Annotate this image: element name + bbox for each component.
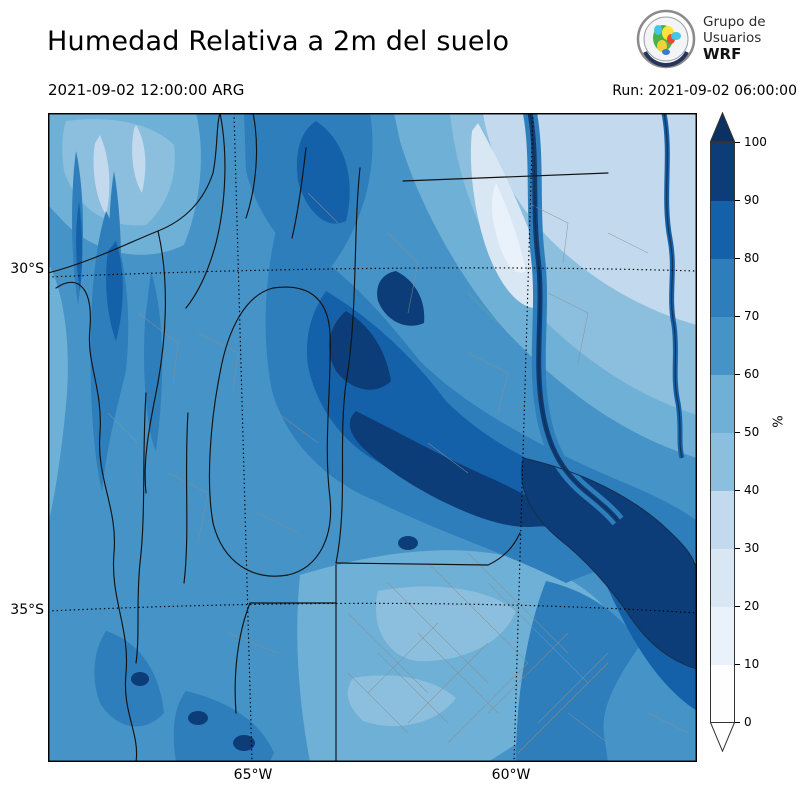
- colorbar-tick-label-10: 10: [744, 657, 760, 671]
- colorbar-tick-mark: [735, 663, 740, 665]
- colorbar-tick-label-60: 60: [744, 367, 760, 381]
- colorbar-tick-label-100: 100: [744, 135, 767, 149]
- colorbar-tick-mark: [735, 547, 740, 549]
- colorbar-tick-label-0: 0: [744, 715, 752, 729]
- colorbar-bin-20-30: [711, 549, 734, 607]
- rivers-and-coastline: [521, 113, 697, 670]
- colorbar-tick-label-30: 30: [744, 541, 760, 555]
- colorbar-bin-80-90: [711, 201, 734, 259]
- colorbar-under-arrow-icon: [710, 722, 735, 752]
- colorbar-tick-mark: [735, 373, 740, 375]
- colorbar-tick-label-40: 40: [744, 483, 760, 497]
- colorbar-tick-mark: [735, 315, 740, 317]
- colorbar-bin-90-100: [711, 143, 734, 201]
- colorbar-tick-label-20: 20: [744, 599, 760, 613]
- colorbar-tick-mark: [735, 489, 740, 491]
- run-time-label: Run: 2021-09-02 06:00:00: [612, 83, 797, 99]
- map-frame: [48, 113, 697, 762]
- wrf-users-group-logo: Grupo de Usuarios WRF: [635, 8, 800, 70]
- logo-line-2: Usuarios: [703, 30, 762, 46]
- humidity-colorbar: 0 10 20 30 40 50 60 70 80 90 100 %: [710, 112, 800, 784]
- colorbar-bin-60-70: [711, 317, 734, 375]
- colorbar-bin-30-40: [711, 491, 734, 549]
- colorbar-over-arrow-icon: [710, 112, 735, 142]
- lon-label-60w: 60°W: [491, 767, 531, 783]
- humidity-fill-regions: [48, 113, 697, 762]
- colorbar-scale: [710, 142, 735, 723]
- logo-line-3: WRF: [703, 45, 742, 63]
- lon-label-65w: 65°W: [233, 767, 273, 783]
- colorbar-tick-label-80: 80: [744, 251, 760, 265]
- province-borders: [48, 113, 609, 762]
- colorbar-bin-70-80: [711, 259, 734, 317]
- colorbar-tick-mark: [735, 199, 740, 201]
- humidity-map: [48, 113, 697, 762]
- colorbar-unit-label: %: [768, 415, 784, 428]
- logo-text: Grupo de Usuarios WRF: [703, 14, 766, 62]
- logo-emblem-icon: [636, 9, 696, 69]
- colorbar-bin-10-20: [711, 607, 734, 665]
- colorbar-tick-mark: [735, 605, 740, 607]
- colorbar-tick-label-90: 90: [744, 193, 760, 207]
- page-title: Humedad Relativa a 2m del suelo: [47, 26, 510, 57]
- colorbar-tick-label-70: 70: [744, 309, 760, 323]
- colorbar-tick-mark: [735, 431, 740, 433]
- department-boundaries: [107, 192, 689, 754]
- valid-time-label: 2021-09-02 12:00:00 ARG: [48, 81, 245, 99]
- colorbar-bin-40-50: [711, 433, 734, 491]
- lat-label-30s: 30°S: [10, 261, 44, 277]
- colorbar-tick-label-50: 50: [744, 425, 760, 439]
- colorbar-bin-50-60: [711, 375, 734, 433]
- colorbar-tick-mark: [735, 721, 740, 723]
- colorbar-bin-0-10: [711, 665, 734, 723]
- map-canvas: [48, 113, 697, 762]
- logo-line-1: Grupo de: [703, 14, 766, 30]
- graticule-lines: [48, 113, 697, 762]
- colorbar-tick-mark: [735, 141, 740, 143]
- colorbar-tick-mark: [735, 257, 740, 259]
- lat-label-35s: 35°S: [10, 602, 44, 618]
